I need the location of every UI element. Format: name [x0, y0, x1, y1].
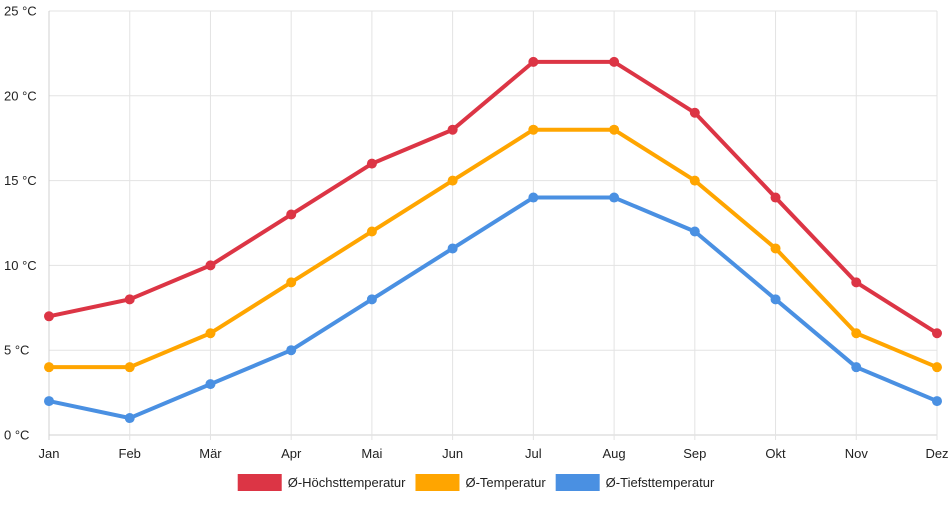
data-point[interactable] — [366, 158, 377, 169]
x-tick-label: Sep — [683, 446, 706, 461]
data-point[interactable] — [286, 277, 297, 288]
x-axis: Jan Feb Mär Apr Mai Jun Jul Aug Sep Okt Nov Dez — [39, 446, 949, 461]
legend-swatch — [555, 474, 600, 491]
data-point[interactable] — [44, 311, 54, 322]
series-group — [44, 124, 942, 373]
y-tick-label: 15 °C — [4, 173, 37, 188]
data-point[interactable] — [689, 175, 700, 186]
y-axis: 0 °C 5 °C 10 °C 15 °C 20 °C 25 °C — [4, 4, 37, 443]
legend-swatch — [415, 474, 460, 491]
y-tick-label: 20 °C — [4, 88, 37, 103]
series-group — [44, 56, 942, 339]
data-point[interactable] — [447, 243, 458, 254]
legend-label: Ø-Höchsttemperatur — [288, 475, 406, 490]
data-point[interactable] — [932, 362, 942, 373]
data-point[interactable] — [44, 362, 54, 373]
data-point[interactable] — [205, 328, 216, 339]
x-tick-label: Nov — [845, 446, 869, 461]
data-point[interactable] — [851, 277, 862, 288]
data-point[interactable] — [124, 413, 135, 424]
legend-item[interactable]: Ø-Tiefsttemperatur — [555, 474, 715, 491]
data-point[interactable] — [770, 192, 781, 203]
data-point[interactable] — [124, 362, 135, 373]
data-point[interactable] — [851, 362, 862, 373]
series — [44, 56, 942, 424]
legend-item[interactable]: Ø-Höchsttemperatur — [237, 474, 406, 491]
x-tick-label: Jul — [525, 446, 542, 461]
data-point[interactable] — [205, 379, 216, 390]
data-point[interactable] — [124, 294, 135, 305]
x-tick-label: Jun — [442, 446, 463, 461]
x-tick-label: Okt — [765, 446, 786, 461]
x-tick-label: Apr — [281, 446, 302, 461]
data-point[interactable] — [447, 175, 458, 186]
data-point[interactable] — [932, 396, 942, 407]
data-point[interactable] — [528, 124, 539, 135]
data-point[interactable] — [286, 209, 297, 220]
data-point[interactable] — [528, 56, 539, 67]
x-tick-label: Dez — [925, 446, 948, 461]
legend-label: Ø-Tiefsttemperatur — [606, 475, 715, 490]
data-point[interactable] — [851, 328, 862, 339]
data-point[interactable] — [689, 107, 700, 118]
data-point[interactable] — [528, 192, 539, 203]
legend[interactable]: Ø-Höchsttemperatur Ø-Temperatur Ø-Tiefstte… — [237, 474, 715, 491]
y-tick-label: 5 °C — [4, 343, 29, 358]
series-line — [47, 127, 939, 370]
series-line — [47, 59, 939, 336]
y-tick-label: 0 °C — [4, 428, 29, 443]
data-point[interactable] — [205, 260, 216, 271]
x-tick-label: Jan — [39, 446, 60, 461]
legend-label: Ø-Temperatur — [465, 475, 546, 490]
x-tick-label: Aug — [603, 446, 626, 461]
x-tick-label: Mär — [199, 446, 222, 461]
x-tick-label: Mai — [361, 446, 382, 461]
data-point[interactable] — [44, 396, 54, 407]
data-point[interactable] — [770, 294, 781, 305]
data-point[interactable] — [689, 226, 700, 237]
data-point[interactable] — [286, 345, 297, 356]
data-point[interactable] — [932, 328, 942, 339]
data-point[interactable] — [366, 294, 377, 305]
data-point[interactable] — [609, 192, 620, 203]
data-point[interactable] — [609, 56, 620, 67]
data-point[interactable] — [447, 124, 458, 135]
x-tick-label: Feb — [119, 446, 141, 461]
series-group — [44, 192, 942, 424]
y-tick-label: 10 °C — [4, 258, 37, 273]
series-line — [47, 195, 939, 421]
y-tick-label: 25 °C — [4, 4, 37, 19]
legend-swatch — [237, 474, 282, 491]
data-point[interactable] — [609, 124, 620, 135]
data-point[interactable] — [366, 226, 377, 237]
data-point[interactable] — [770, 243, 781, 254]
legend-item[interactable]: Ø-Temperatur — [415, 474, 546, 491]
